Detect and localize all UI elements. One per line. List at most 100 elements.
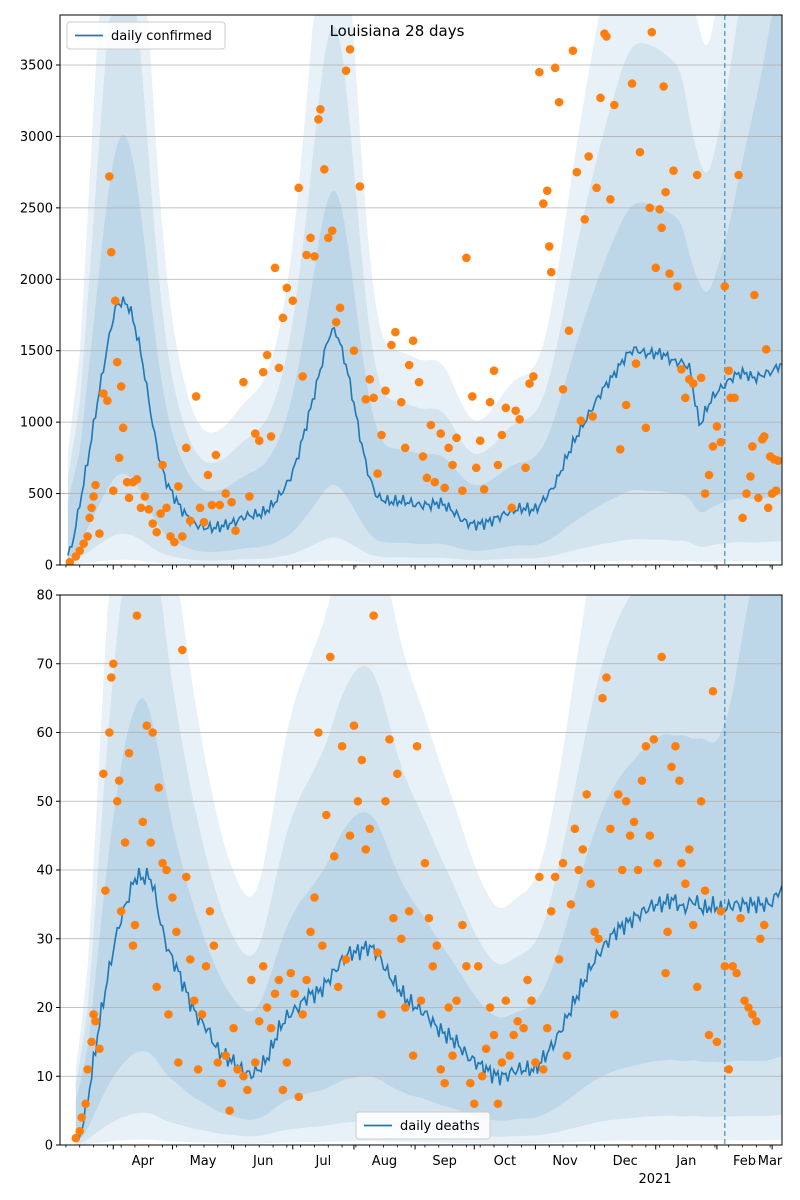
data-point xyxy=(613,790,623,799)
data-point xyxy=(337,741,347,751)
data-point xyxy=(485,1003,495,1012)
data-point xyxy=(440,483,449,493)
data-point xyxy=(681,879,690,889)
data-point xyxy=(578,845,588,854)
y-tick-label: 10 xyxy=(36,1070,53,1085)
data-point xyxy=(91,1016,100,1026)
data-point xyxy=(294,1092,303,1102)
data-point xyxy=(329,851,339,861)
data-point xyxy=(661,187,670,197)
data-point xyxy=(282,1058,292,1067)
data-point xyxy=(692,170,702,180)
data-point xyxy=(124,748,134,758)
data-point xyxy=(122,477,132,487)
data-point xyxy=(116,906,126,916)
data-point xyxy=(191,392,201,401)
data-point xyxy=(748,442,757,451)
data-point xyxy=(588,412,597,421)
data-point xyxy=(645,831,655,840)
data-point xyxy=(294,183,303,193)
data-point xyxy=(243,1085,252,1095)
data-point xyxy=(570,824,580,834)
data-point xyxy=(108,659,118,669)
data-point xyxy=(773,456,782,466)
data-point xyxy=(436,429,446,438)
data-point xyxy=(89,1010,98,1019)
figure-title: Louisiana 28 days xyxy=(330,22,465,40)
data-point xyxy=(193,1065,203,1074)
data-point xyxy=(250,1058,260,1067)
data-point xyxy=(671,741,680,751)
data-point xyxy=(203,470,213,480)
data-point xyxy=(681,393,690,403)
uncertainty-band-1 xyxy=(67,15,782,565)
data-point xyxy=(649,735,659,744)
data-point xyxy=(118,423,128,433)
data-point xyxy=(511,406,520,416)
y-tick-label: 80 xyxy=(36,589,53,604)
data-point xyxy=(298,1010,307,1019)
legend-label: daily confirmed xyxy=(111,29,212,44)
data-point xyxy=(87,1037,96,1047)
data-point xyxy=(673,282,682,291)
data-point xyxy=(250,429,260,438)
data-point xyxy=(761,344,771,354)
data-point xyxy=(635,147,645,157)
data-point xyxy=(708,442,718,451)
data-point xyxy=(501,996,511,1005)
data-point xyxy=(497,430,507,440)
data-point xyxy=(361,845,371,854)
data-point xyxy=(99,769,108,779)
data-point xyxy=(724,1065,734,1074)
data-point xyxy=(205,906,215,916)
data-point xyxy=(128,941,138,950)
data-point xyxy=(580,214,590,224)
data-point xyxy=(734,170,743,180)
uncertainty-band-3 xyxy=(67,15,782,559)
data-point xyxy=(452,996,461,1005)
data-point xyxy=(318,941,327,950)
data-point xyxy=(323,233,333,243)
data-point xyxy=(227,497,236,507)
data-point xyxy=(101,886,110,895)
data-point xyxy=(314,728,323,737)
data-point xyxy=(444,1003,453,1012)
data-point xyxy=(730,393,739,403)
data-point xyxy=(759,432,769,441)
data-point xyxy=(430,477,440,487)
data-point xyxy=(65,557,75,565)
data-point xyxy=(408,1051,418,1060)
data-point xyxy=(110,296,120,306)
x-tick-label: Sep xyxy=(432,1154,457,1169)
data-point xyxy=(732,968,741,978)
data-point xyxy=(692,982,702,992)
data-point xyxy=(420,858,430,868)
data-point xyxy=(602,32,611,41)
data-point xyxy=(89,492,98,501)
data-point xyxy=(466,1078,475,1088)
deaths-panel: 0 10 20 30 40 50 60 70 80 Apr May Jun Jul Aug Sep Oct No… xyxy=(36,589,782,1170)
data-point xyxy=(215,500,225,510)
data-point xyxy=(373,948,382,957)
data-point xyxy=(201,961,211,971)
data-point xyxy=(106,673,116,682)
x-tick-label: Feb xyxy=(733,1154,756,1169)
confirmed-panel: 0 500 1000 1500 2000 2500 3000 3500 daily confir… xyxy=(20,14,783,574)
data-point xyxy=(641,741,651,751)
data-point xyxy=(189,996,199,1005)
data-point xyxy=(105,172,114,181)
data-point xyxy=(112,796,122,806)
data-point xyxy=(412,741,422,751)
data-point xyxy=(231,526,240,536)
y-tick-label: 2500 xyxy=(20,201,53,216)
data-point xyxy=(254,436,264,446)
data-point xyxy=(322,810,331,820)
data-point xyxy=(606,824,615,834)
data-point xyxy=(481,1044,491,1054)
data-point xyxy=(266,432,276,441)
data-point xyxy=(584,152,593,161)
data-point xyxy=(310,893,319,902)
data-point xyxy=(651,263,661,273)
data-point xyxy=(266,1023,276,1033)
data-point xyxy=(225,1106,234,1115)
